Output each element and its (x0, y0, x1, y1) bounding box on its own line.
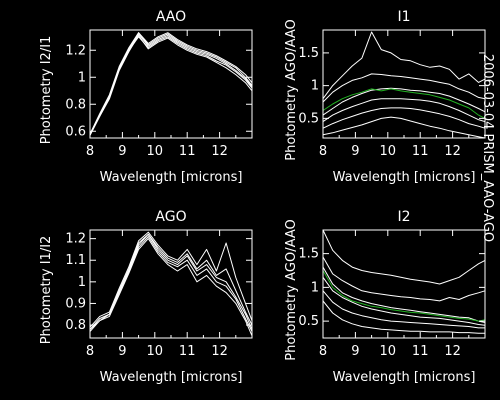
chart-title: AAO (156, 9, 186, 25)
y-tick-label: 1.5 (298, 247, 319, 262)
x-tick-label: 10 (147, 344, 164, 359)
x-axis-label: Wavelength [microns] (100, 170, 243, 185)
series-line (322, 256, 486, 302)
chart-panel-i1: I1 Wavelength [microns] Photometry AGO/A… (284, 9, 486, 185)
x-tick-label: 10 (380, 344, 397, 359)
x-axis-label: Wavelength [microns] (100, 370, 243, 385)
chart-panel-i2: I2 Wavelength [microns] Photometry AGO/A… (284, 209, 486, 385)
chart-title: AGO (155, 209, 186, 225)
y-axis-label: Photometry I1/I2 (39, 236, 54, 345)
series-line (322, 98, 486, 123)
series-line (322, 87, 486, 116)
series-line-highlight (322, 88, 486, 119)
x-tick-label: 12 (211, 144, 228, 159)
y-tick-label: 1 (311, 79, 319, 94)
x-tick-label: 12 (211, 344, 228, 359)
x-tick-label: 9 (351, 144, 359, 159)
series-line (322, 277, 486, 326)
y-tick-label: 0.8 (65, 318, 86, 333)
x-tick-label: 8 (86, 344, 94, 359)
x-tick-label: 9 (351, 344, 359, 359)
series-line (89, 238, 253, 336)
x-tick-label: 11 (179, 144, 196, 159)
x-tick-label: 8 (319, 144, 327, 159)
y-tick-label: 1 (78, 70, 86, 85)
y-axis-label: Photometry AGO/AAO (284, 19, 299, 161)
series-line (322, 116, 486, 139)
y-tick-label: 0.9 (65, 296, 86, 311)
side-annotation: 2006-03-04 PRISM_AAO-AGO (480, 54, 495, 242)
series-line (322, 31, 486, 99)
series-line (89, 236, 253, 332)
x-tick-label: 8 (86, 144, 94, 159)
y-tick-label: 1.2 (65, 232, 86, 247)
x-axis-label: Wavelength [microns] (333, 170, 476, 185)
y-tick-label: 1.2 (65, 43, 86, 58)
series-line (322, 266, 486, 323)
series-line (322, 73, 486, 103)
x-axis-label: Wavelength [microns] (333, 370, 476, 385)
x-tick-label: 9 (118, 144, 126, 159)
chart-panel-ago: AGO Wavelength [microns] Photometry I1/I… (39, 209, 253, 385)
y-tick-label: 1 (78, 275, 86, 290)
series-line (322, 229, 486, 285)
chart-title: I2 (397, 209, 410, 225)
y-axis-label: Photometry I2/I1 (39, 36, 54, 145)
x-tick-label: 9 (118, 344, 126, 359)
y-tick-label: 1 (311, 280, 319, 295)
x-tick-label: 10 (147, 144, 164, 159)
series-line (89, 233, 253, 330)
x-tick-label: 11 (412, 144, 429, 159)
x-tick-label: 11 (412, 344, 429, 359)
x-tick-label: 12 (444, 344, 461, 359)
y-axis-label: Photometry AGO/AAO (284, 219, 299, 361)
y-tick-label: 1.1 (65, 253, 86, 268)
series-line (89, 36, 253, 136)
series-line (89, 231, 253, 328)
chart-title: I1 (397, 9, 410, 25)
x-tick-label: 8 (319, 344, 327, 359)
x-tick-label: 10 (380, 144, 397, 159)
series-line (322, 107, 486, 129)
chart-panel-aao: AAO Wavelength [microns] Photometry I2/I… (39, 9, 253, 185)
series-line-highlight (322, 270, 486, 322)
x-tick-label: 11 (179, 344, 196, 359)
series-line (322, 290, 485, 329)
series-line (322, 300, 485, 334)
y-tick-label: 0.5 (298, 111, 319, 126)
y-tick-label: 0.5 (298, 314, 319, 329)
y-tick-label: 0.6 (65, 124, 86, 139)
x-tick-label: 12 (444, 144, 461, 159)
y-tick-label: 0.8 (65, 97, 86, 112)
y-tick-label: 1.5 (298, 46, 319, 61)
